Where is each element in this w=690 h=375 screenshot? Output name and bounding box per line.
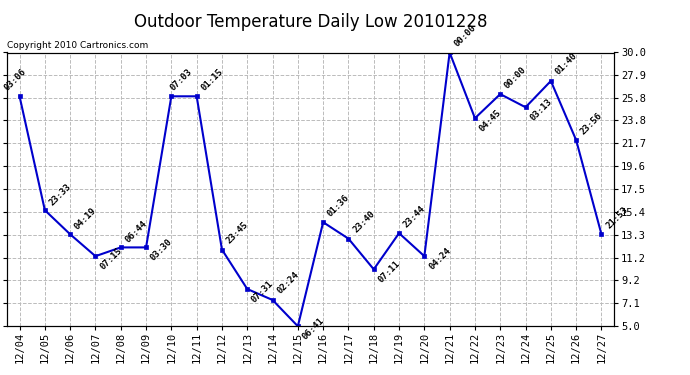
Text: 04:19: 04:19 <box>73 206 98 231</box>
Text: 07:11: 07:11 <box>377 259 402 285</box>
Text: 07:31: 07:31 <box>250 279 275 304</box>
Text: Copyright 2010 Cartronics.com: Copyright 2010 Cartronics.com <box>7 41 148 50</box>
Text: 23:44: 23:44 <box>402 204 427 229</box>
Text: 06:41: 06:41 <box>301 316 326 342</box>
Text: 00:00: 00:00 <box>503 64 529 90</box>
Text: 23:45: 23:45 <box>225 220 250 245</box>
Text: 03:30: 03:30 <box>149 237 174 263</box>
Text: Outdoor Temperature Daily Low 20101228: Outdoor Temperature Daily Low 20101228 <box>134 13 487 31</box>
Text: 03:13: 03:13 <box>529 97 553 123</box>
Text: 04:45: 04:45 <box>477 108 503 134</box>
Text: 01:15: 01:15 <box>199 67 225 92</box>
Text: 23:40: 23:40 <box>351 209 377 234</box>
Text: 21:53: 21:53 <box>604 205 629 230</box>
Text: 07:03: 07:03 <box>168 67 194 92</box>
Text: 00:00: 00:00 <box>453 23 477 48</box>
Text: 04:24: 04:24 <box>427 246 453 272</box>
Text: 01:36: 01:36 <box>326 193 351 218</box>
Text: 23:56: 23:56 <box>579 111 604 136</box>
Text: 02:24: 02:24 <box>275 270 301 296</box>
Text: 01:40: 01:40 <box>553 51 579 77</box>
Text: 07:15: 07:15 <box>98 246 124 272</box>
Text: 23:33: 23:33 <box>48 182 73 207</box>
Text: 03:06: 03:06 <box>3 67 28 92</box>
Text: 06:44: 06:44 <box>124 219 149 245</box>
